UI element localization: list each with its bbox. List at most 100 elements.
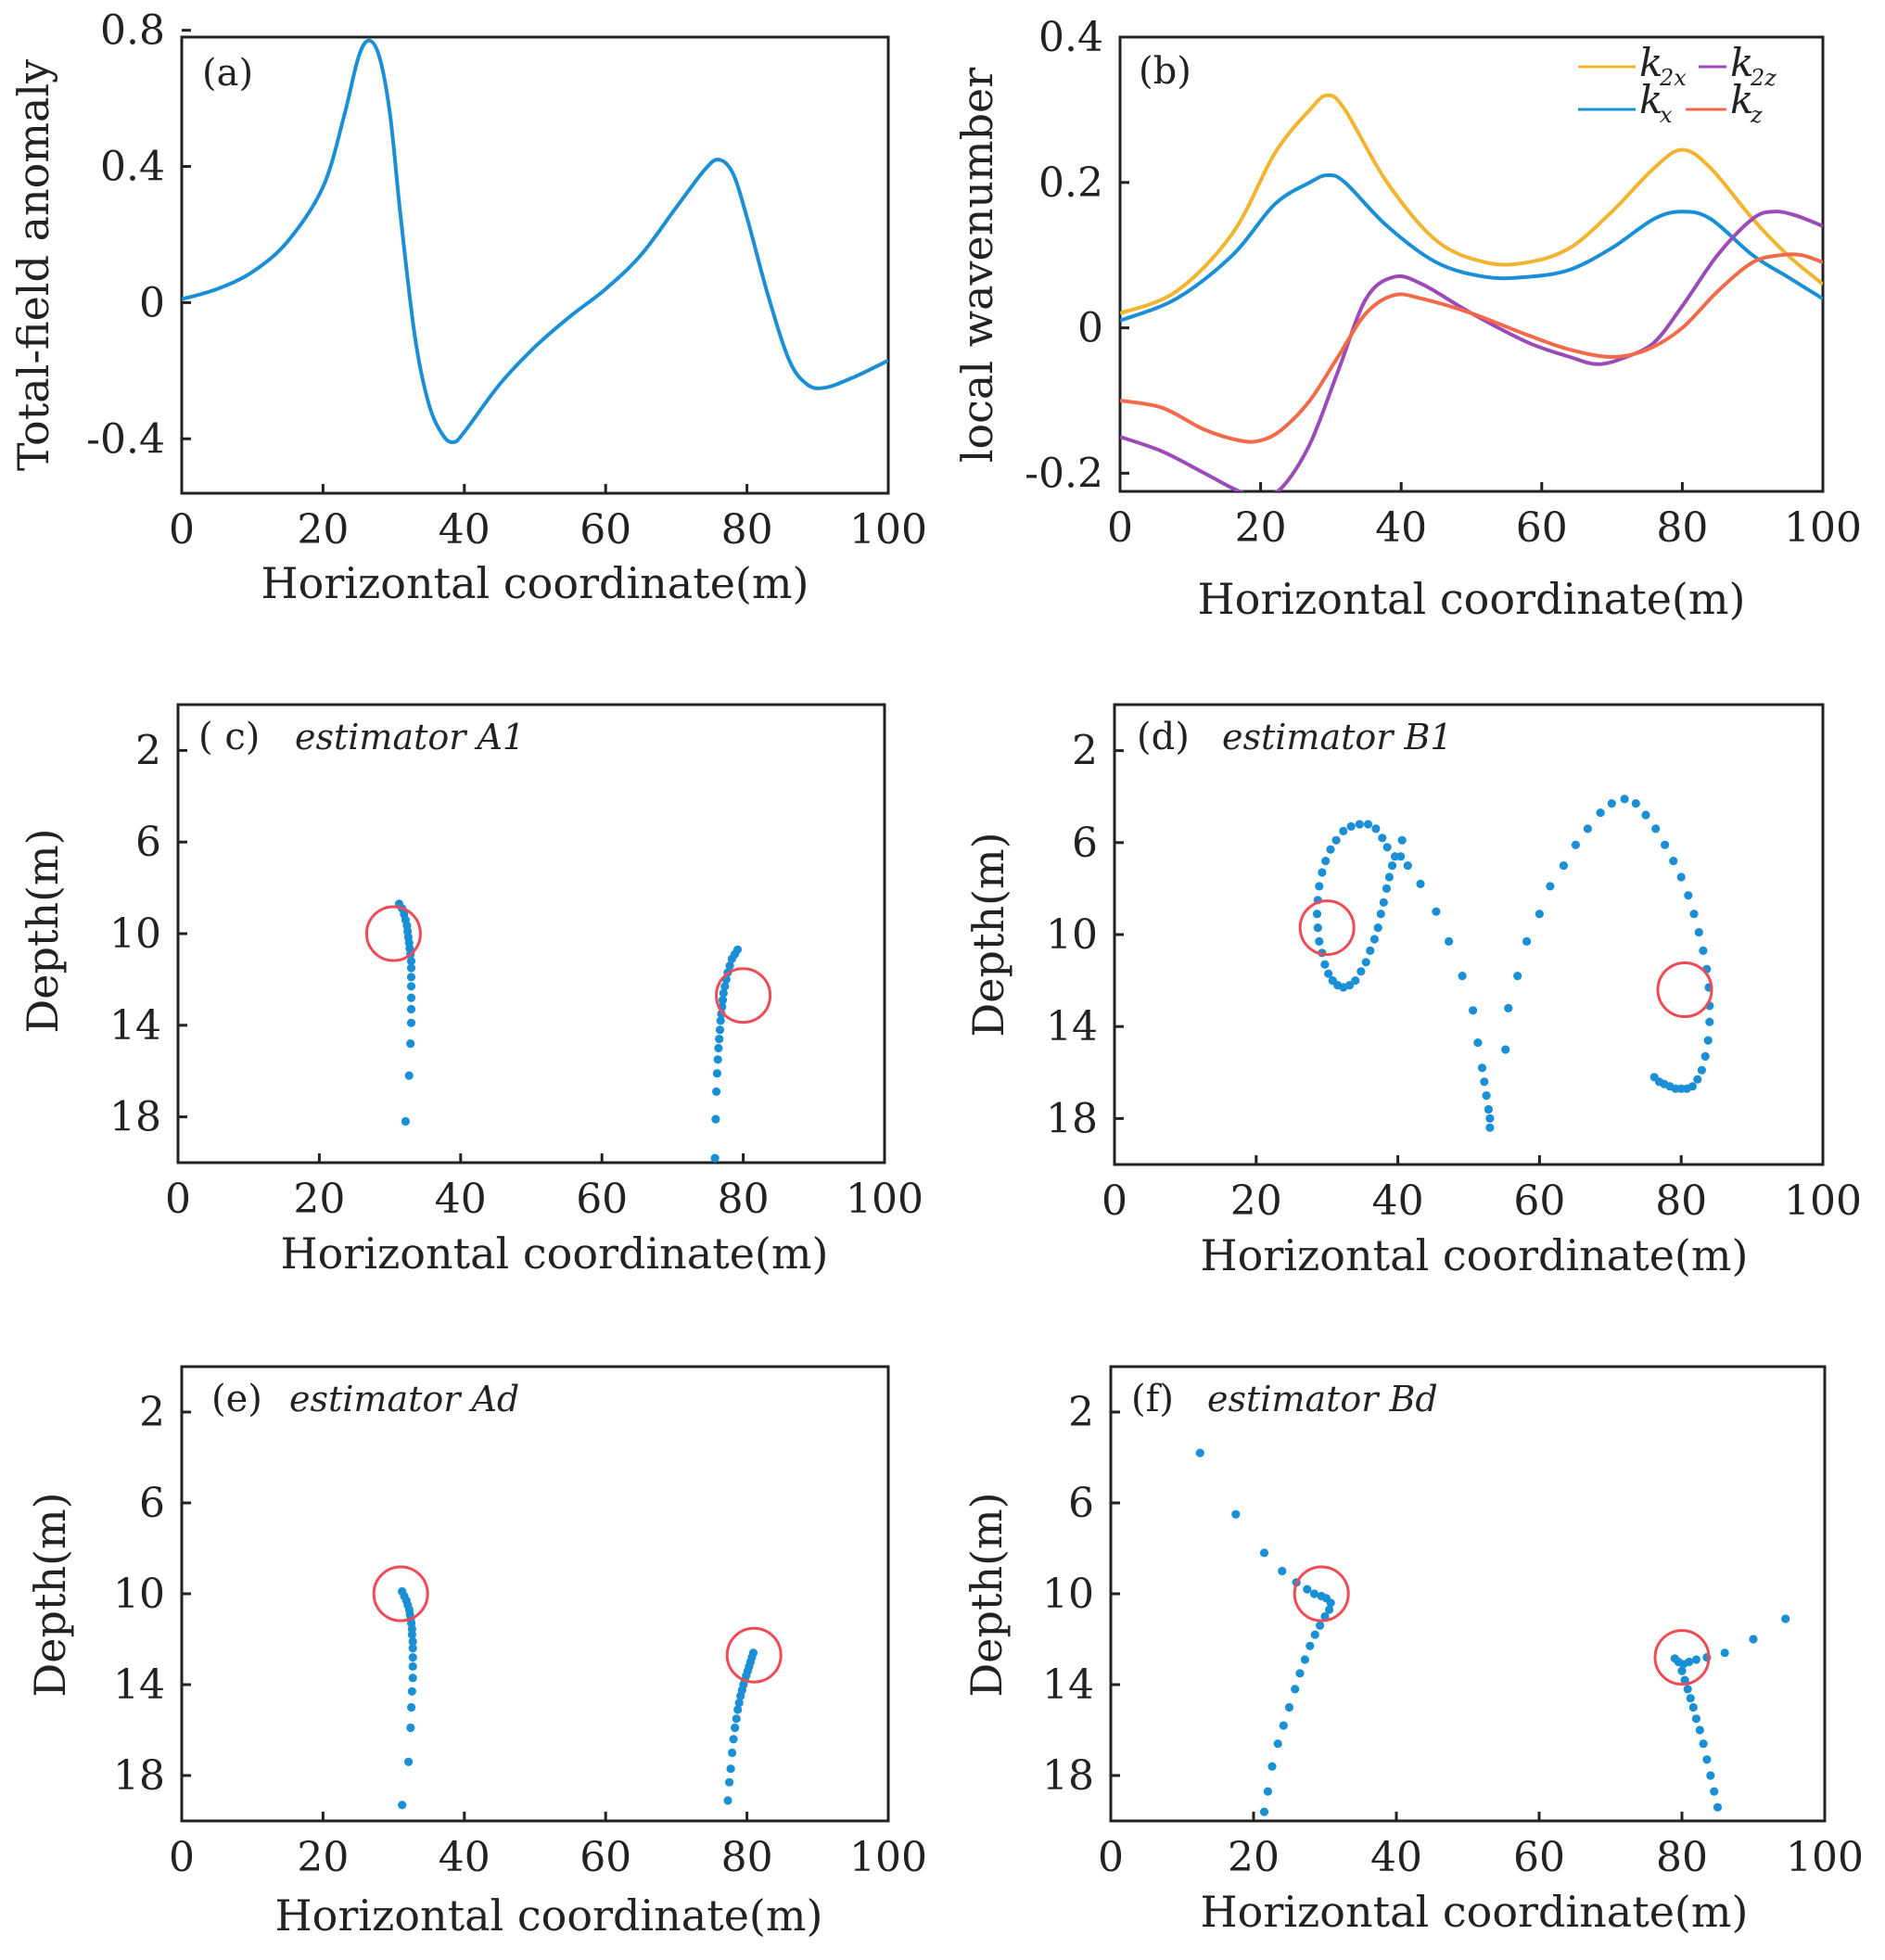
panel-f-y-axis-label: Depth(m): [962, 1492, 1012, 1697]
depth-estimate-point: [1559, 861, 1568, 871]
y-tick-label: 0.4: [100, 144, 165, 191]
x-tick-label: 0: [1098, 1834, 1124, 1881]
x-tick-label: 80: [1655, 1177, 1707, 1225]
panel-a-label: (a): [202, 52, 253, 95]
depth-estimate-point: [1695, 1725, 1704, 1735]
depth-estimate-point: [731, 1723, 740, 1733]
panel-c-frame: [176, 703, 886, 1165]
depth-estimate-point: [407, 1630, 416, 1639]
depth-estimate-point: [406, 957, 416, 966]
depth-estimate-point: [1313, 923, 1322, 933]
depth-estimate-point: [1535, 910, 1544, 919]
panel-b-series: [1120, 93, 1823, 491]
depth-estimate-point: [1469, 1006, 1478, 1015]
depth-estimate-point: [1680, 1675, 1689, 1685]
depth-estimate-point: [1326, 1598, 1335, 1608]
y-tick-label: 14: [109, 1002, 161, 1050]
depth-estimate-point: [1300, 1655, 1309, 1664]
series-line-k2z: [1120, 210, 1823, 491]
depth-estimate-point: [406, 1039, 415, 1049]
depth-estimate-point: [1706, 1771, 1715, 1780]
y-tick-label: 2: [135, 727, 161, 774]
x-tick-label: 100: [1786, 1834, 1864, 1881]
depth-estimate-point: [1480, 1077, 1489, 1087]
depth-estimate-point: [1305, 1641, 1315, 1650]
x-tick-label: 80: [1656, 504, 1708, 552]
depth-estimate-point: [406, 963, 416, 973]
depth-estimate-point: [1458, 972, 1467, 981]
panel-b-legend: k 2x k 2z k x k z: [1578, 40, 1777, 128]
true-source-marker: [1293, 1565, 1350, 1623]
depth-estimate-point: [1482, 1091, 1491, 1101]
depth-estimate-point: [1686, 1694, 1695, 1703]
depth-estimate-point: [1315, 882, 1324, 891]
true-source-marker: [1653, 1629, 1711, 1686]
panel-d-label: (d): [1137, 716, 1190, 758]
depth-estimate-point: [1371, 824, 1381, 834]
x-tick-label: 0: [165, 1176, 191, 1223]
depth-estimate-point: [1677, 1666, 1687, 1675]
depth-estimate-point: [1522, 936, 1532, 947]
depth-estimate-point: [729, 1735, 738, 1744]
depth-estimate-point: [406, 1004, 416, 1014]
depth-estimate-point: [715, 1025, 725, 1035]
legend-entry-k2z: k 2z: [1699, 40, 1777, 91]
x-tick-label: 20: [297, 506, 349, 554]
depth-estimate-point: [408, 1644, 417, 1653]
y-tick-label: -0.2: [1025, 450, 1103, 497]
panel-b-label: (b): [1139, 50, 1191, 93]
y-tick-label: 18: [113, 1752, 165, 1800]
panel-f-x-axis-label: Horizontal coordinate(m): [1201, 1887, 1749, 1937]
x-tick-label: 20: [1230, 1177, 1282, 1225]
x-tick-label: 20: [293, 1176, 345, 1223]
depth-estimate-point: [1278, 1566, 1287, 1576]
depth-estimate-point: [719, 988, 728, 998]
legend-symbol-kz: k: [1730, 77, 1753, 122]
depth-estimate-point: [1691, 1714, 1700, 1724]
depth-estimate-point: [716, 1016, 725, 1025]
depth-estimate-point: [727, 954, 737, 963]
series-line-total-field-anomaly: [182, 38, 888, 445]
depth-estimate-point: [1295, 1669, 1305, 1678]
depth-estimate-point: [1596, 808, 1605, 818]
panel-d-y-axis-label: Depth(m): [963, 832, 1013, 1037]
x-tick-label: 100: [1784, 1177, 1862, 1225]
depth-estimate-point: [1781, 1614, 1790, 1623]
panel-e-y-axis-label: Depth(m): [25, 1492, 75, 1697]
depth-estimate-point: [408, 1674, 417, 1683]
panel-d-ticks: 0 20 40 60 80 100 2 6 10 14 18: [1046, 728, 1862, 1225]
depth-estimate-point: [1670, 1654, 1679, 1663]
depth-estimate-point: [1676, 872, 1686, 882]
depth-estimate-point: [725, 961, 734, 971]
depth-estimate-point: [1267, 1762, 1277, 1771]
y-tick-label: 18: [1042, 1752, 1094, 1800]
panel-e-series: [372, 1565, 783, 1810]
depth-estimate-point: [726, 1764, 735, 1774]
depth-estimate-point: [1688, 1702, 1698, 1712]
depth-estimate-point: [1749, 1635, 1758, 1644]
x-tick-label: 100: [846, 1176, 923, 1223]
depth-estimate-point: [406, 993, 416, 1002]
depth-estimate-point: [1326, 845, 1335, 854]
x-tick-label: 100: [849, 506, 927, 554]
depth-estimate-point: [1689, 910, 1699, 919]
depth-estimate-point: [1699, 1739, 1708, 1749]
depth-estimate-point: [1631, 799, 1640, 808]
x-tick-label: 20: [297, 1834, 349, 1881]
depth-estimate-point: [407, 1702, 416, 1712]
true-source-marker: [715, 967, 772, 1025]
x-tick-label: 20: [1235, 504, 1287, 552]
depth-estimate-point: [406, 1723, 415, 1733]
panel-c-estimator-a1: 0 20 40 60 80 100 2 6 10 14 18 ( c) estimator A1 H…: [18, 703, 923, 1279]
x-tick-label: 0: [169, 1834, 195, 1881]
depth-estimate-point: [715, 1035, 724, 1044]
depth-estimate-point: [1378, 834, 1387, 843]
legend-symbol-k2z: k: [1730, 40, 1753, 85]
depth-estimate-point: [1649, 1073, 1659, 1082]
depth-estimate-point: [728, 1748, 737, 1758]
depth-estimate-point: [1376, 910, 1385, 919]
